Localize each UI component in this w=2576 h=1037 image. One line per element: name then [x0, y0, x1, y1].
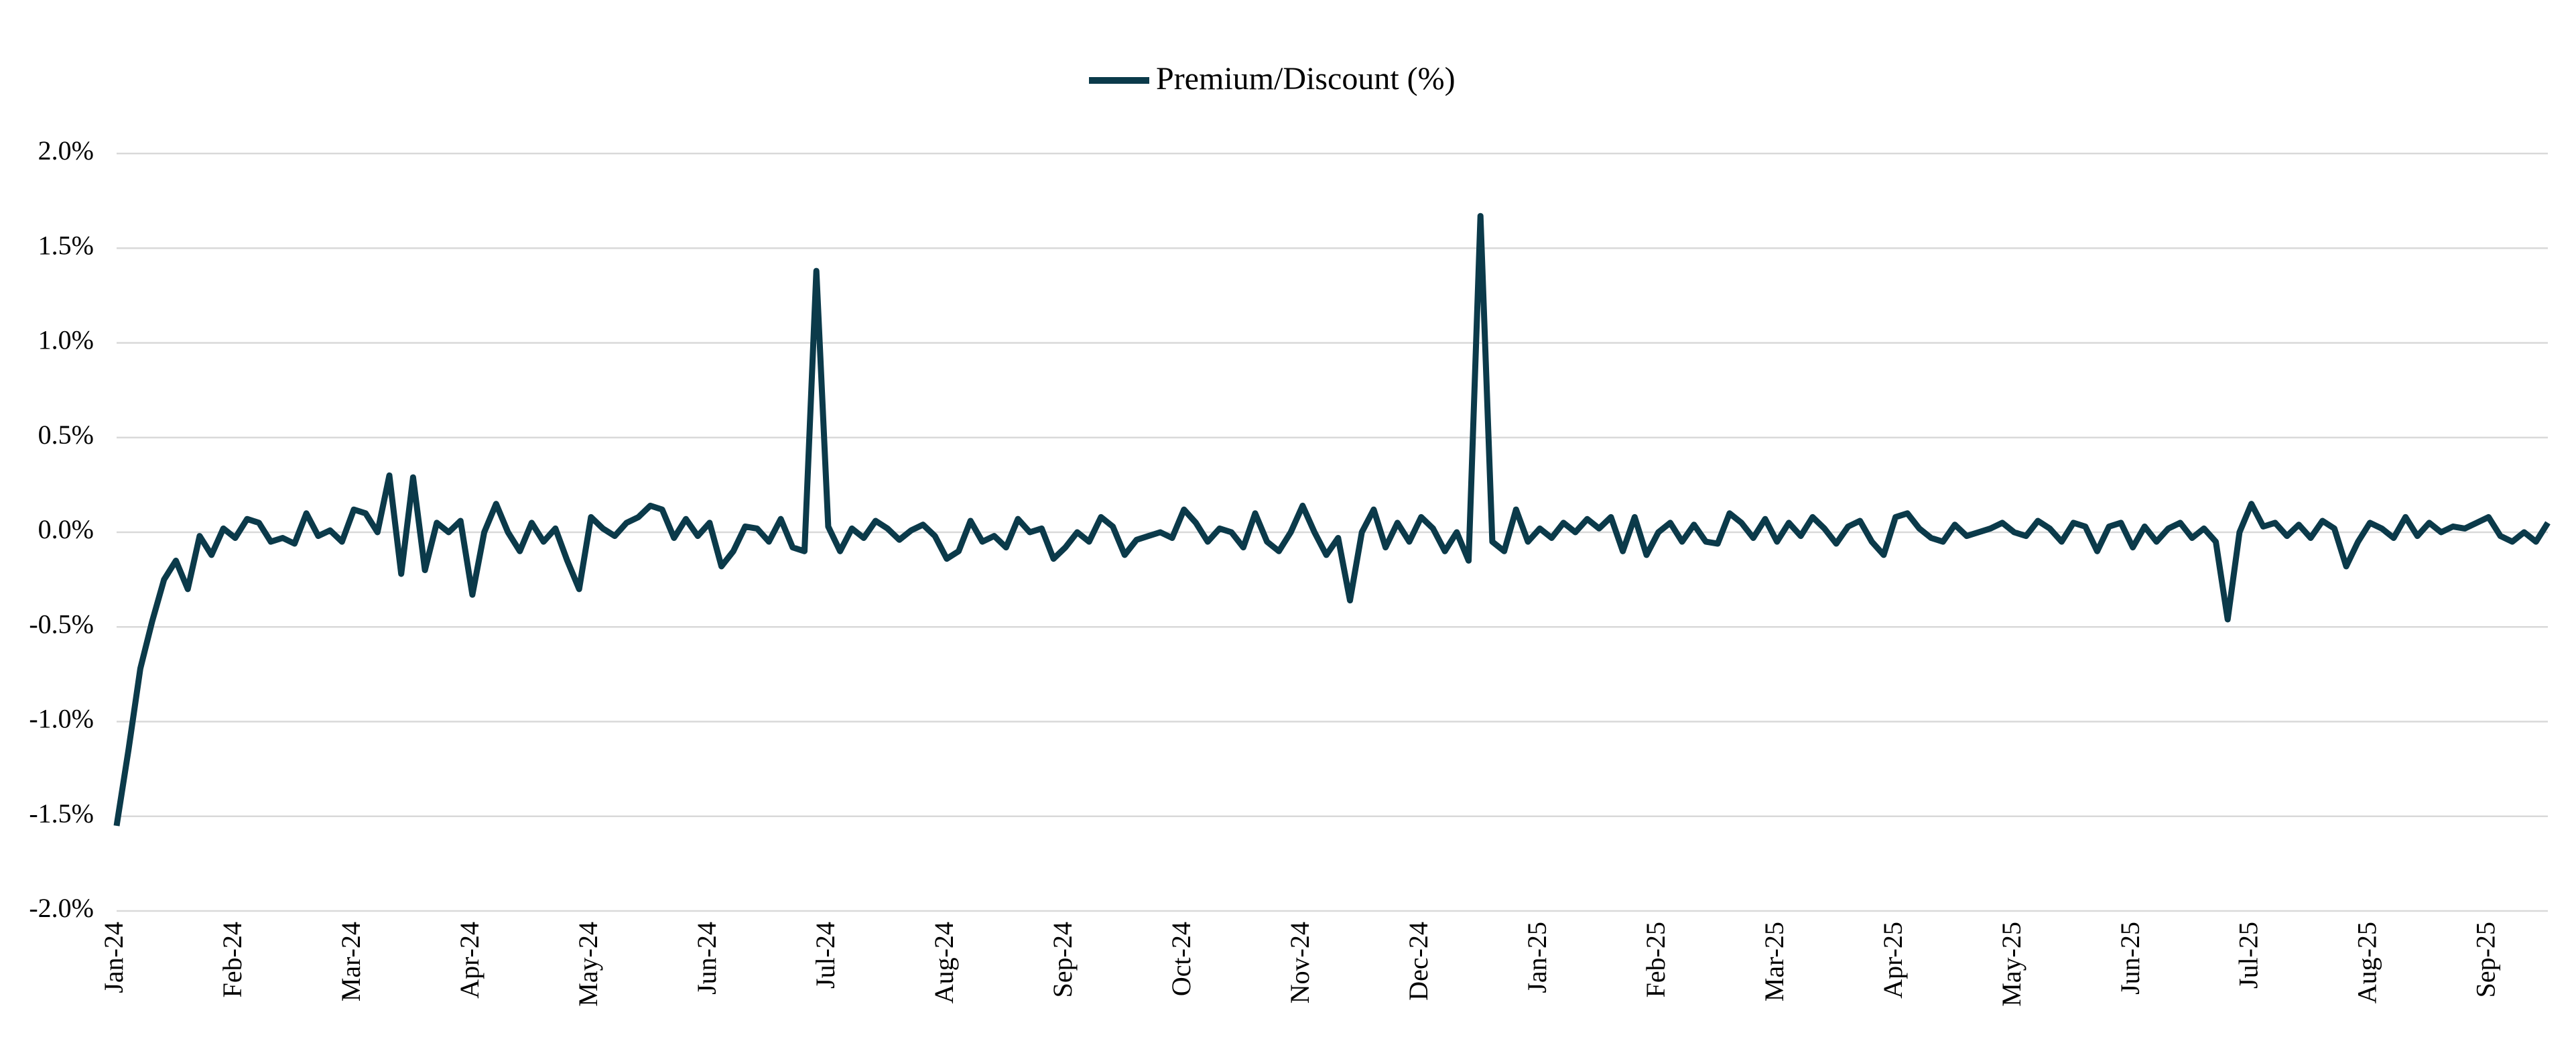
x-tick-label: Feb-25	[1640, 922, 1671, 997]
x-tick-label: Apr-25	[1878, 922, 1908, 999]
x-tick-label: Mar-25	[1759, 922, 1789, 1001]
legend-label: Premium/Discount (%)	[1156, 61, 1456, 97]
y-tick-label: -1.0%	[29, 704, 94, 734]
x-tick-label: Jan-25	[1522, 922, 1552, 993]
x-tick-label: Aug-25	[2352, 922, 2382, 1003]
x-tick-label: Feb-24	[217, 922, 247, 997]
y-tick-label: 0.0%	[38, 514, 94, 544]
y-tick-label: 0.5%	[38, 420, 94, 450]
x-tick-label: Apr-24	[454, 922, 485, 999]
y-tick-label: 2.0%	[38, 135, 94, 166]
x-tick-label: May-25	[1996, 922, 2026, 1007]
x-tick-label: Aug-24	[929, 922, 959, 1003]
y-tick-label: 1.0%	[38, 325, 94, 355]
x-tick-label: Dec-24	[1403, 922, 1433, 1001]
x-tick-label: Jul-25	[2234, 922, 2264, 989]
x-tick-label: Sep-24	[1047, 922, 1078, 997]
x-tick-label: May-24	[573, 922, 603, 1007]
x-tick-label: Mar-24	[336, 922, 366, 1001]
data-line	[113, 212, 2551, 827]
y-tick-label: -0.5%	[29, 609, 94, 639]
x-tick-label: Jun-25	[2115, 922, 2145, 995]
y-tick-label: -2.0%	[29, 893, 94, 923]
y-tick-label: -1.5%	[29, 798, 94, 829]
y-tick-label: 1.5%	[38, 230, 94, 260]
x-tick-label: Oct-24	[1166, 922, 1196, 996]
x-tick-label: Nov-24	[1285, 922, 1315, 1003]
x-tick-label: Jun-24	[692, 922, 722, 995]
x-tick-label: Sep-25	[2471, 922, 2501, 997]
x-tick-label: Jul-24	[810, 922, 840, 989]
x-tick-label: Jan-24	[99, 922, 129, 993]
